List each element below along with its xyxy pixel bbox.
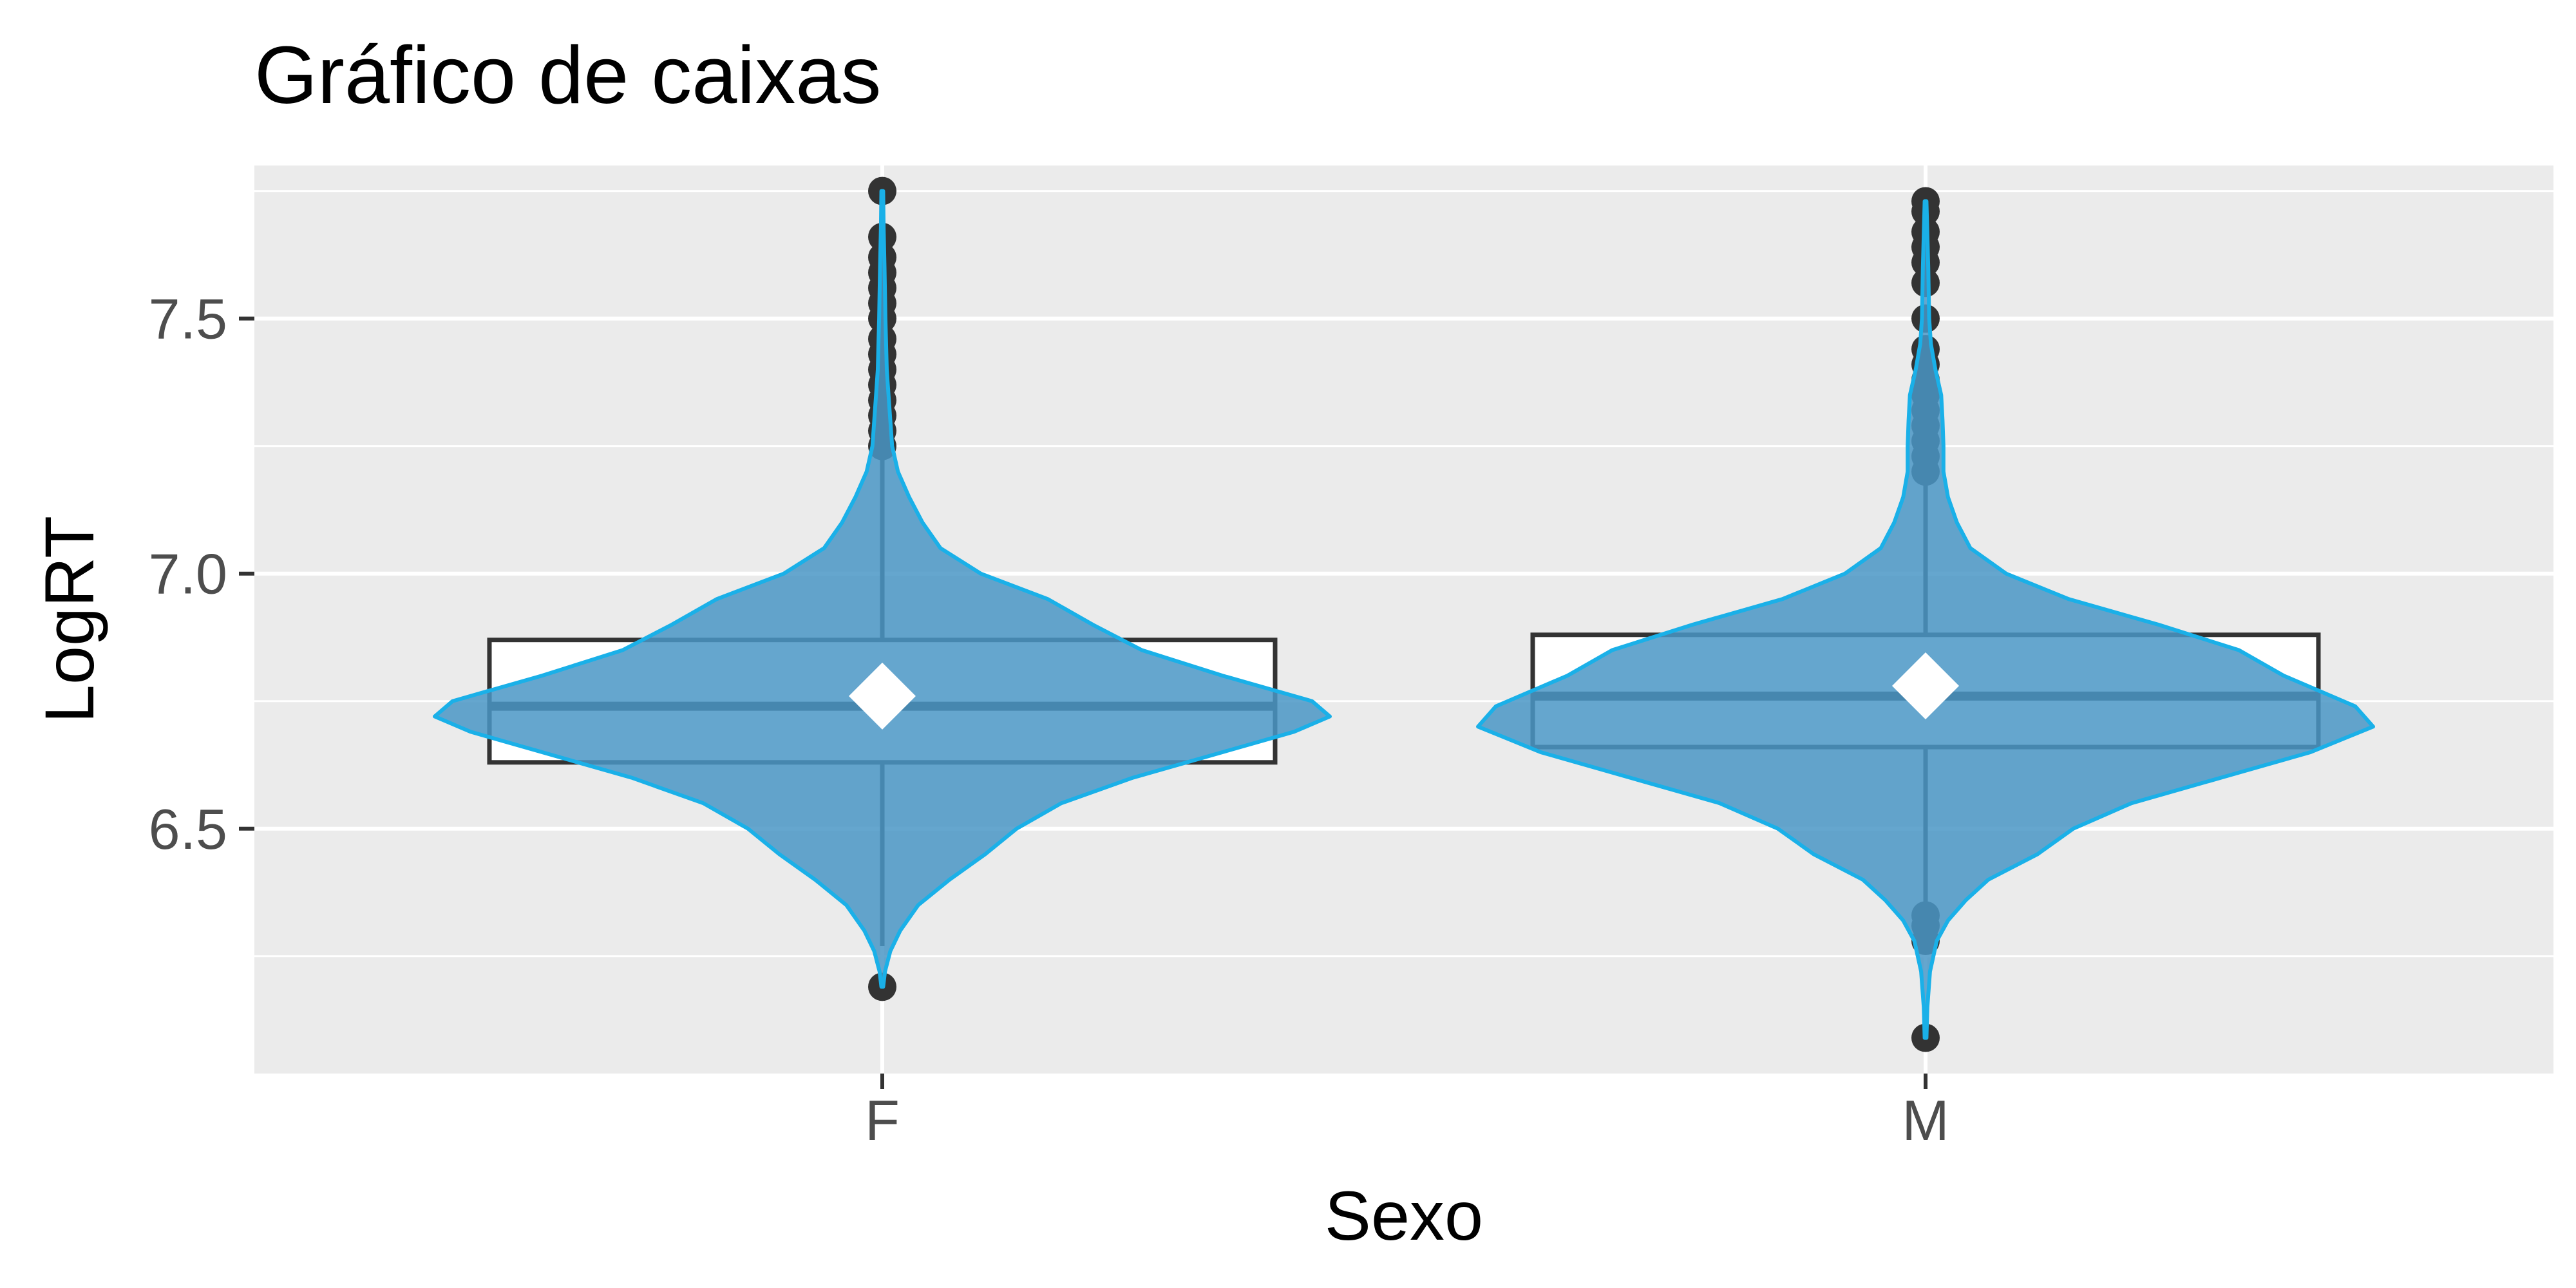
x-axis-title: Sexo xyxy=(1325,1177,1483,1255)
y-tick-label: 7.5 xyxy=(149,287,227,351)
mean-marker xyxy=(849,662,916,730)
axes: 6.5 7.0 7.5 F M xyxy=(149,287,1949,1152)
mean-marker xyxy=(1892,652,1959,719)
overlay-layer xyxy=(849,652,1959,730)
y-tick-label: 7.0 xyxy=(149,542,227,606)
violin-M xyxy=(1476,199,2375,1040)
x-tick-label: F xyxy=(865,1088,900,1152)
plot-panel xyxy=(254,166,2553,1074)
x-tick-label: M xyxy=(1902,1088,1949,1152)
y-tick-label: 6.5 xyxy=(149,797,227,861)
chart-title: Gráfico de caixas xyxy=(254,30,881,120)
violin-F xyxy=(433,189,1332,989)
violin-layer xyxy=(433,189,2375,1040)
y-axis-title: LogRT xyxy=(30,516,108,723)
